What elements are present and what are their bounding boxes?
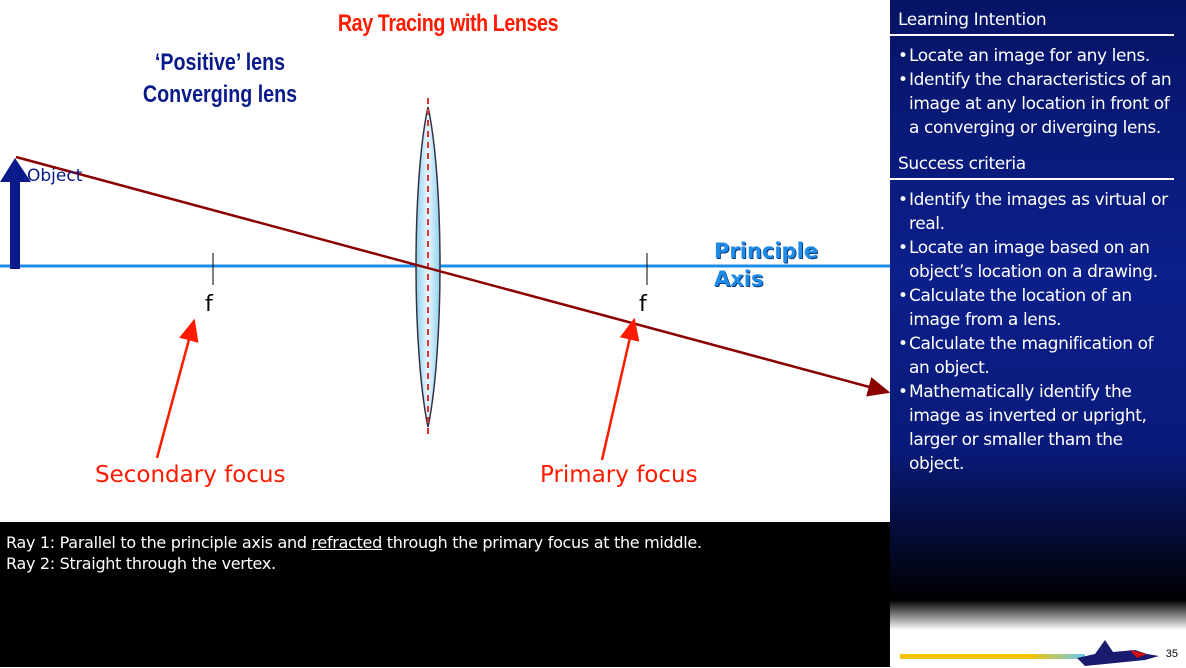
primary-focus-label: Primary focus	[540, 462, 698, 488]
learning-intention-heading: Learning Intention	[890, 0, 1174, 36]
jet-trail	[900, 654, 1085, 659]
speaker-notes: Ray 1: Parallel to the principle axis an…	[0, 522, 890, 667]
subtitle-converging-lens: Converging lens	[142, 81, 298, 108]
ray1-note: Ray 1: Parallel to the principle axis an…	[6, 532, 884, 553]
axis-label-line1: Principle	[714, 239, 819, 263]
list-item: Locate an image for any lens.	[898, 44, 1176, 68]
ray-through-vertex	[15, 155, 890, 397]
ray2-note: Ray 2: Straight through the vertex.	[6, 554, 276, 573]
subtitle-positive-lens: ‘Positive’ lens	[154, 49, 286, 76]
success-criteria-list: Identify the images as virtual or real. …	[890, 180, 1186, 480]
focus-label-left: f	[205, 292, 213, 317]
focus-label-right: f	[639, 292, 647, 317]
axis-label-line2: Axis	[714, 267, 764, 291]
slide-canvas: Ray Tracing with Lenses ‘Positive’ lens …	[0, 10, 890, 488]
slide-title: Ray Tracing with Lenses	[337, 10, 559, 37]
list-item: Identify the images as virtual or real.	[898, 188, 1176, 236]
footer: 35	[890, 600, 1186, 667]
ray1-suffix: through the primary focus at the middle.	[381, 533, 702, 552]
success-criteria-heading: Success criteria	[890, 144, 1174, 180]
secondary-focus-pointer	[155, 318, 199, 459]
ray-diagram	[0, 98, 890, 461]
learning-intention-list: Locate an image for any lens. Identify t…	[890, 36, 1186, 144]
object-arrow	[0, 158, 31, 269]
principal-axis-label: Principle Axis	[714, 237, 818, 293]
secondary-focus-label: Secondary focus	[95, 462, 286, 488]
list-item: Mathematically identify the image as inv…	[898, 380, 1176, 476]
objectives-panel: Learning Intention Locate an image for a…	[890, 0, 1186, 600]
primary-focus-pointer	[600, 317, 640, 461]
list-item: Locate an image based on an object’s loc…	[898, 236, 1176, 284]
jet-logo-icon	[1077, 640, 1159, 666]
list-item: Calculate the magnification of an object…	[898, 332, 1176, 380]
list-item: Calculate the location of an image from …	[898, 284, 1176, 332]
object-label: Object	[27, 166, 83, 186]
ray1-prefix: Ray 1: Parallel to the principle axis an…	[6, 533, 312, 552]
list-item: Identify the characteristics of an image…	[898, 68, 1176, 140]
refracted-link[interactable]: refracted	[311, 533, 382, 552]
divider	[880, 600, 890, 667]
page-number: 35	[1165, 648, 1178, 660]
